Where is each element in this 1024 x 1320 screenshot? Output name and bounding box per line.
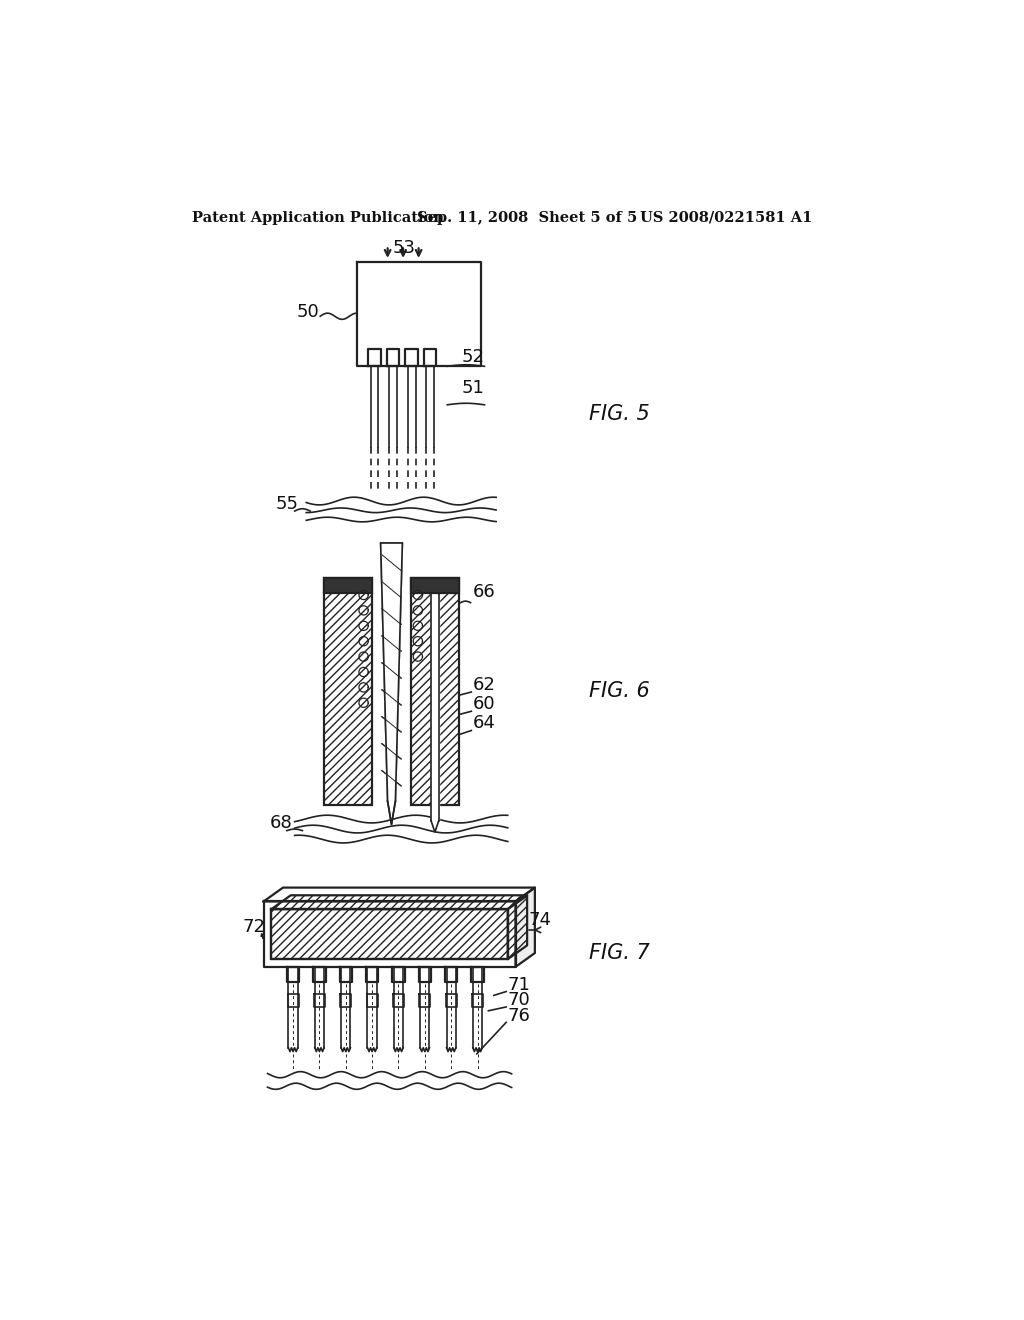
Polygon shape bbox=[381, 544, 402, 801]
Text: 62: 62 bbox=[473, 676, 496, 694]
Text: Patent Application Publication: Patent Application Publication bbox=[191, 211, 443, 224]
Text: 68: 68 bbox=[270, 814, 293, 833]
Polygon shape bbox=[431, 595, 438, 821]
Text: FIG. 7: FIG. 7 bbox=[589, 944, 650, 964]
Text: 71: 71 bbox=[508, 975, 530, 994]
Bar bbox=[411, 578, 459, 805]
Text: Sep. 11, 2008  Sheet 5 of 5: Sep. 11, 2008 Sheet 5 of 5 bbox=[417, 211, 637, 224]
Text: 53: 53 bbox=[393, 239, 416, 257]
Text: US 2008/0221581 A1: US 2008/0221581 A1 bbox=[640, 211, 812, 224]
Text: 76: 76 bbox=[508, 1007, 530, 1024]
Text: 66: 66 bbox=[473, 583, 496, 602]
Bar bbox=[411, 578, 459, 594]
Text: 52: 52 bbox=[461, 348, 484, 367]
Text: FIG. 5: FIG. 5 bbox=[589, 404, 650, 424]
Text: 72: 72 bbox=[243, 919, 265, 936]
Text: 55: 55 bbox=[275, 495, 298, 512]
Text: 50: 50 bbox=[297, 304, 319, 321]
Text: 70: 70 bbox=[508, 991, 530, 1010]
Bar bbox=[271, 909, 508, 960]
Bar bbox=[324, 578, 372, 805]
Text: 51: 51 bbox=[461, 379, 484, 397]
Bar bbox=[324, 578, 372, 594]
Text: 74: 74 bbox=[528, 911, 552, 928]
Polygon shape bbox=[515, 887, 535, 966]
Text: 60: 60 bbox=[473, 694, 496, 713]
Text: 64: 64 bbox=[473, 714, 496, 733]
Text: FIG. 6: FIG. 6 bbox=[589, 681, 650, 701]
